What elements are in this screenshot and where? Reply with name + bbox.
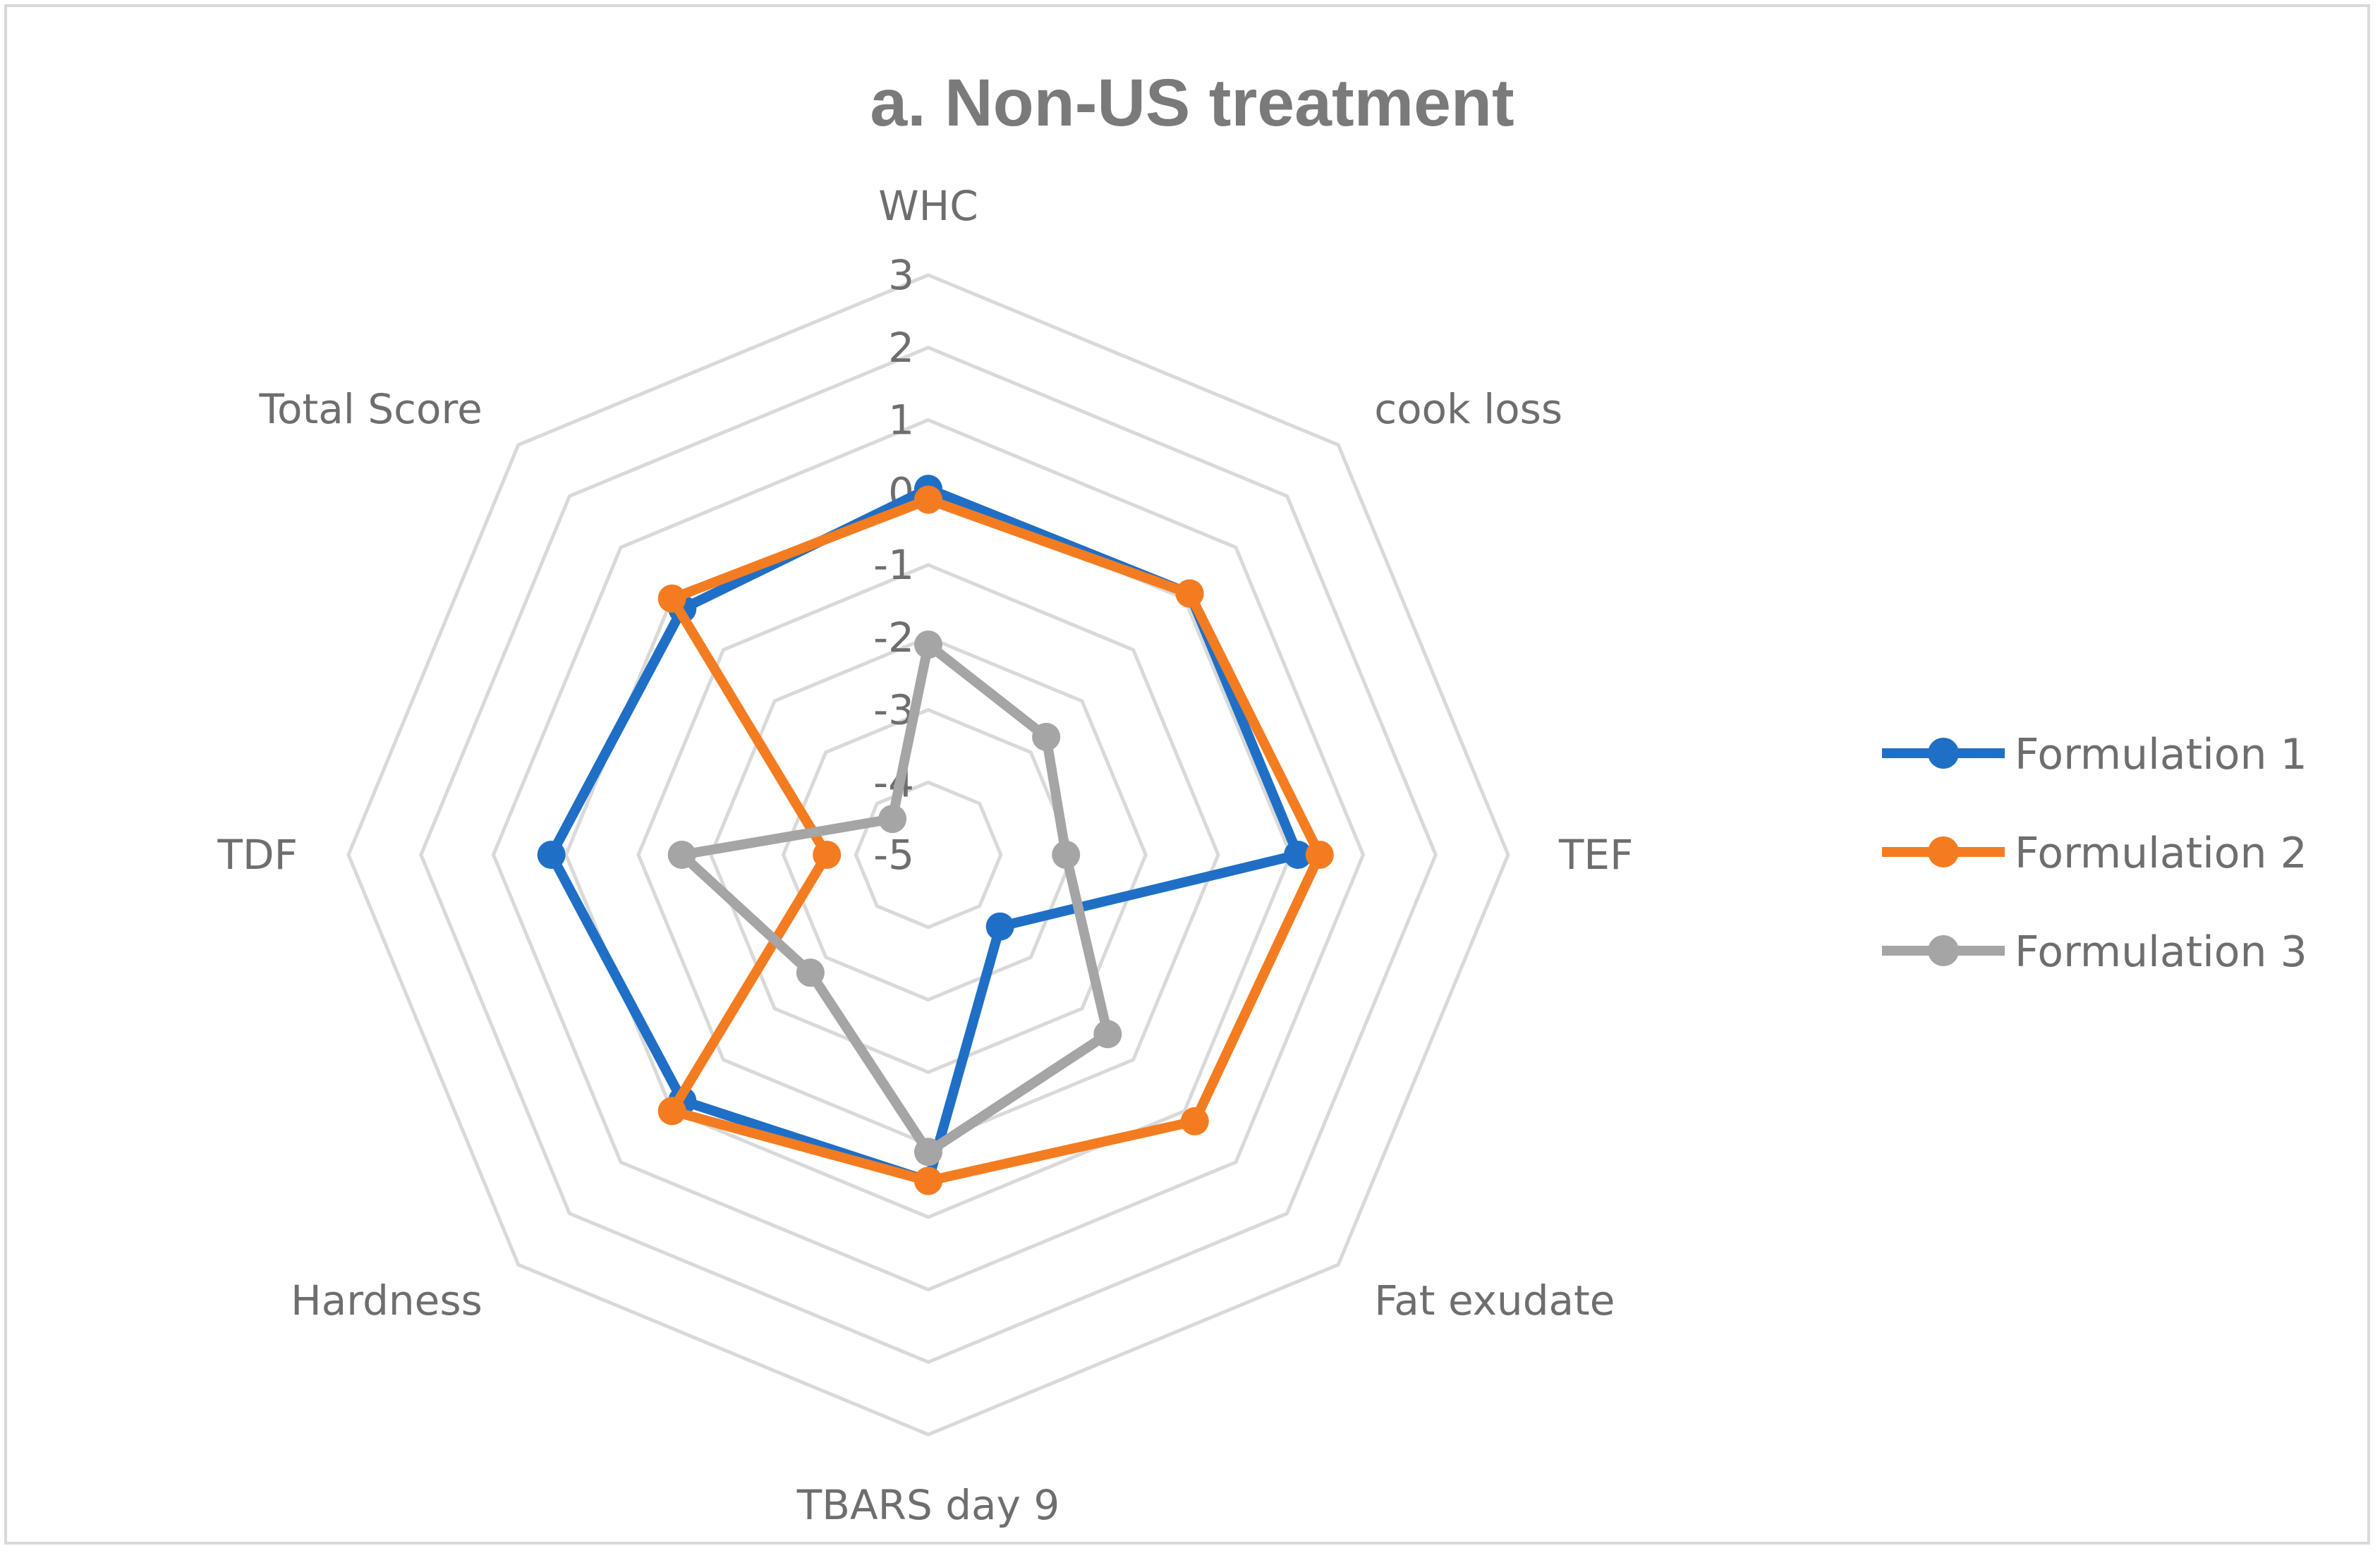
series-2-point-3: [1180, 1107, 1209, 1135]
category-label-7: Total Score: [258, 385, 482, 433]
category-label-3: Fat exudate: [1374, 1277, 1615, 1324]
series-3-point-1: [1032, 722, 1061, 751]
series-2-point-4: [914, 1167, 942, 1195]
series-2-point-2: [1305, 841, 1334, 869]
series-2-point-6: [813, 841, 842, 869]
series-3-point-4: [914, 1138, 942, 1167]
legend-label-1: Formulation 1: [2015, 730, 2307, 779]
series-1-point-3: [985, 912, 1014, 941]
legend-label-3: Formulation 3: [2015, 927, 2307, 977]
series-2-point-1: [1175, 579, 1204, 608]
chart-title: a. Non-US treatment: [870, 66, 1514, 140]
tick-label-2: 1: [888, 396, 914, 444]
series-2-point-7: [657, 584, 686, 613]
category-label-6: TDF: [217, 831, 298, 879]
category-label-5: Hardness: [291, 1277, 482, 1324]
category-labels: WHC cook loss TEF Fat exudate TBARS day 9 Har…: [217, 182, 1634, 1529]
legend-marker-2: [1928, 836, 1959, 867]
legend-marker-1: [1928, 738, 1959, 769]
gridline-0: [346, 273, 1510, 1437]
series-2: [657, 485, 1334, 1195]
series-3: [667, 631, 1122, 1167]
legend-label-2: Formulation 2: [2015, 829, 2307, 878]
category-label-0: WHC: [878, 182, 978, 230]
series-3-point-3: [1093, 1020, 1122, 1049]
gridline-1: [419, 346, 1438, 1365]
legend-item-2: Formulation 2: [1882, 829, 2307, 878]
series-3-point-6: [667, 841, 696, 869]
legend-item-3: Formulation 3: [1882, 927, 2307, 977]
tick-label-5: -2: [873, 614, 914, 662]
category-label-4: TBARS day 9: [796, 1481, 1060, 1529]
category-label-2: TEF: [1558, 831, 1633, 879]
tick-label-0: 3: [888, 251, 914, 299]
series-1-point-6: [537, 841, 566, 869]
legend-marker-3: [1928, 935, 1959, 966]
series-3-point-5: [796, 958, 825, 987]
radar-grid: [346, 273, 1510, 1437]
gridline-2: [491, 418, 1366, 1292]
gridline-3: [564, 490, 1293, 1219]
gridline-5: [709, 635, 1148, 1075]
series-2-point-5: [657, 1097, 686, 1126]
category-label-1: cook loss: [1374, 385, 1562, 433]
series-2-point-0: [914, 485, 942, 514]
series-1-point-2: [1284, 841, 1312, 869]
series-layer: [537, 475, 1334, 1195]
series-3-point-2: [1052, 841, 1081, 869]
tick-label-4: -1: [873, 541, 914, 589]
chart-frame: [4, 4, 2370, 1545]
tick-label-1: 2: [888, 324, 914, 372]
legend-item-1: Formulation 1: [1882, 730, 2307, 779]
gridline-6: [781, 707, 1076, 1002]
legend: Formulation 1 Formulation 2 Formulation 3: [1882, 730, 2307, 977]
series-3-point-0: [914, 631, 942, 659]
series-3-point-7: [878, 805, 907, 834]
tick-label-8: -5: [873, 831, 914, 879]
